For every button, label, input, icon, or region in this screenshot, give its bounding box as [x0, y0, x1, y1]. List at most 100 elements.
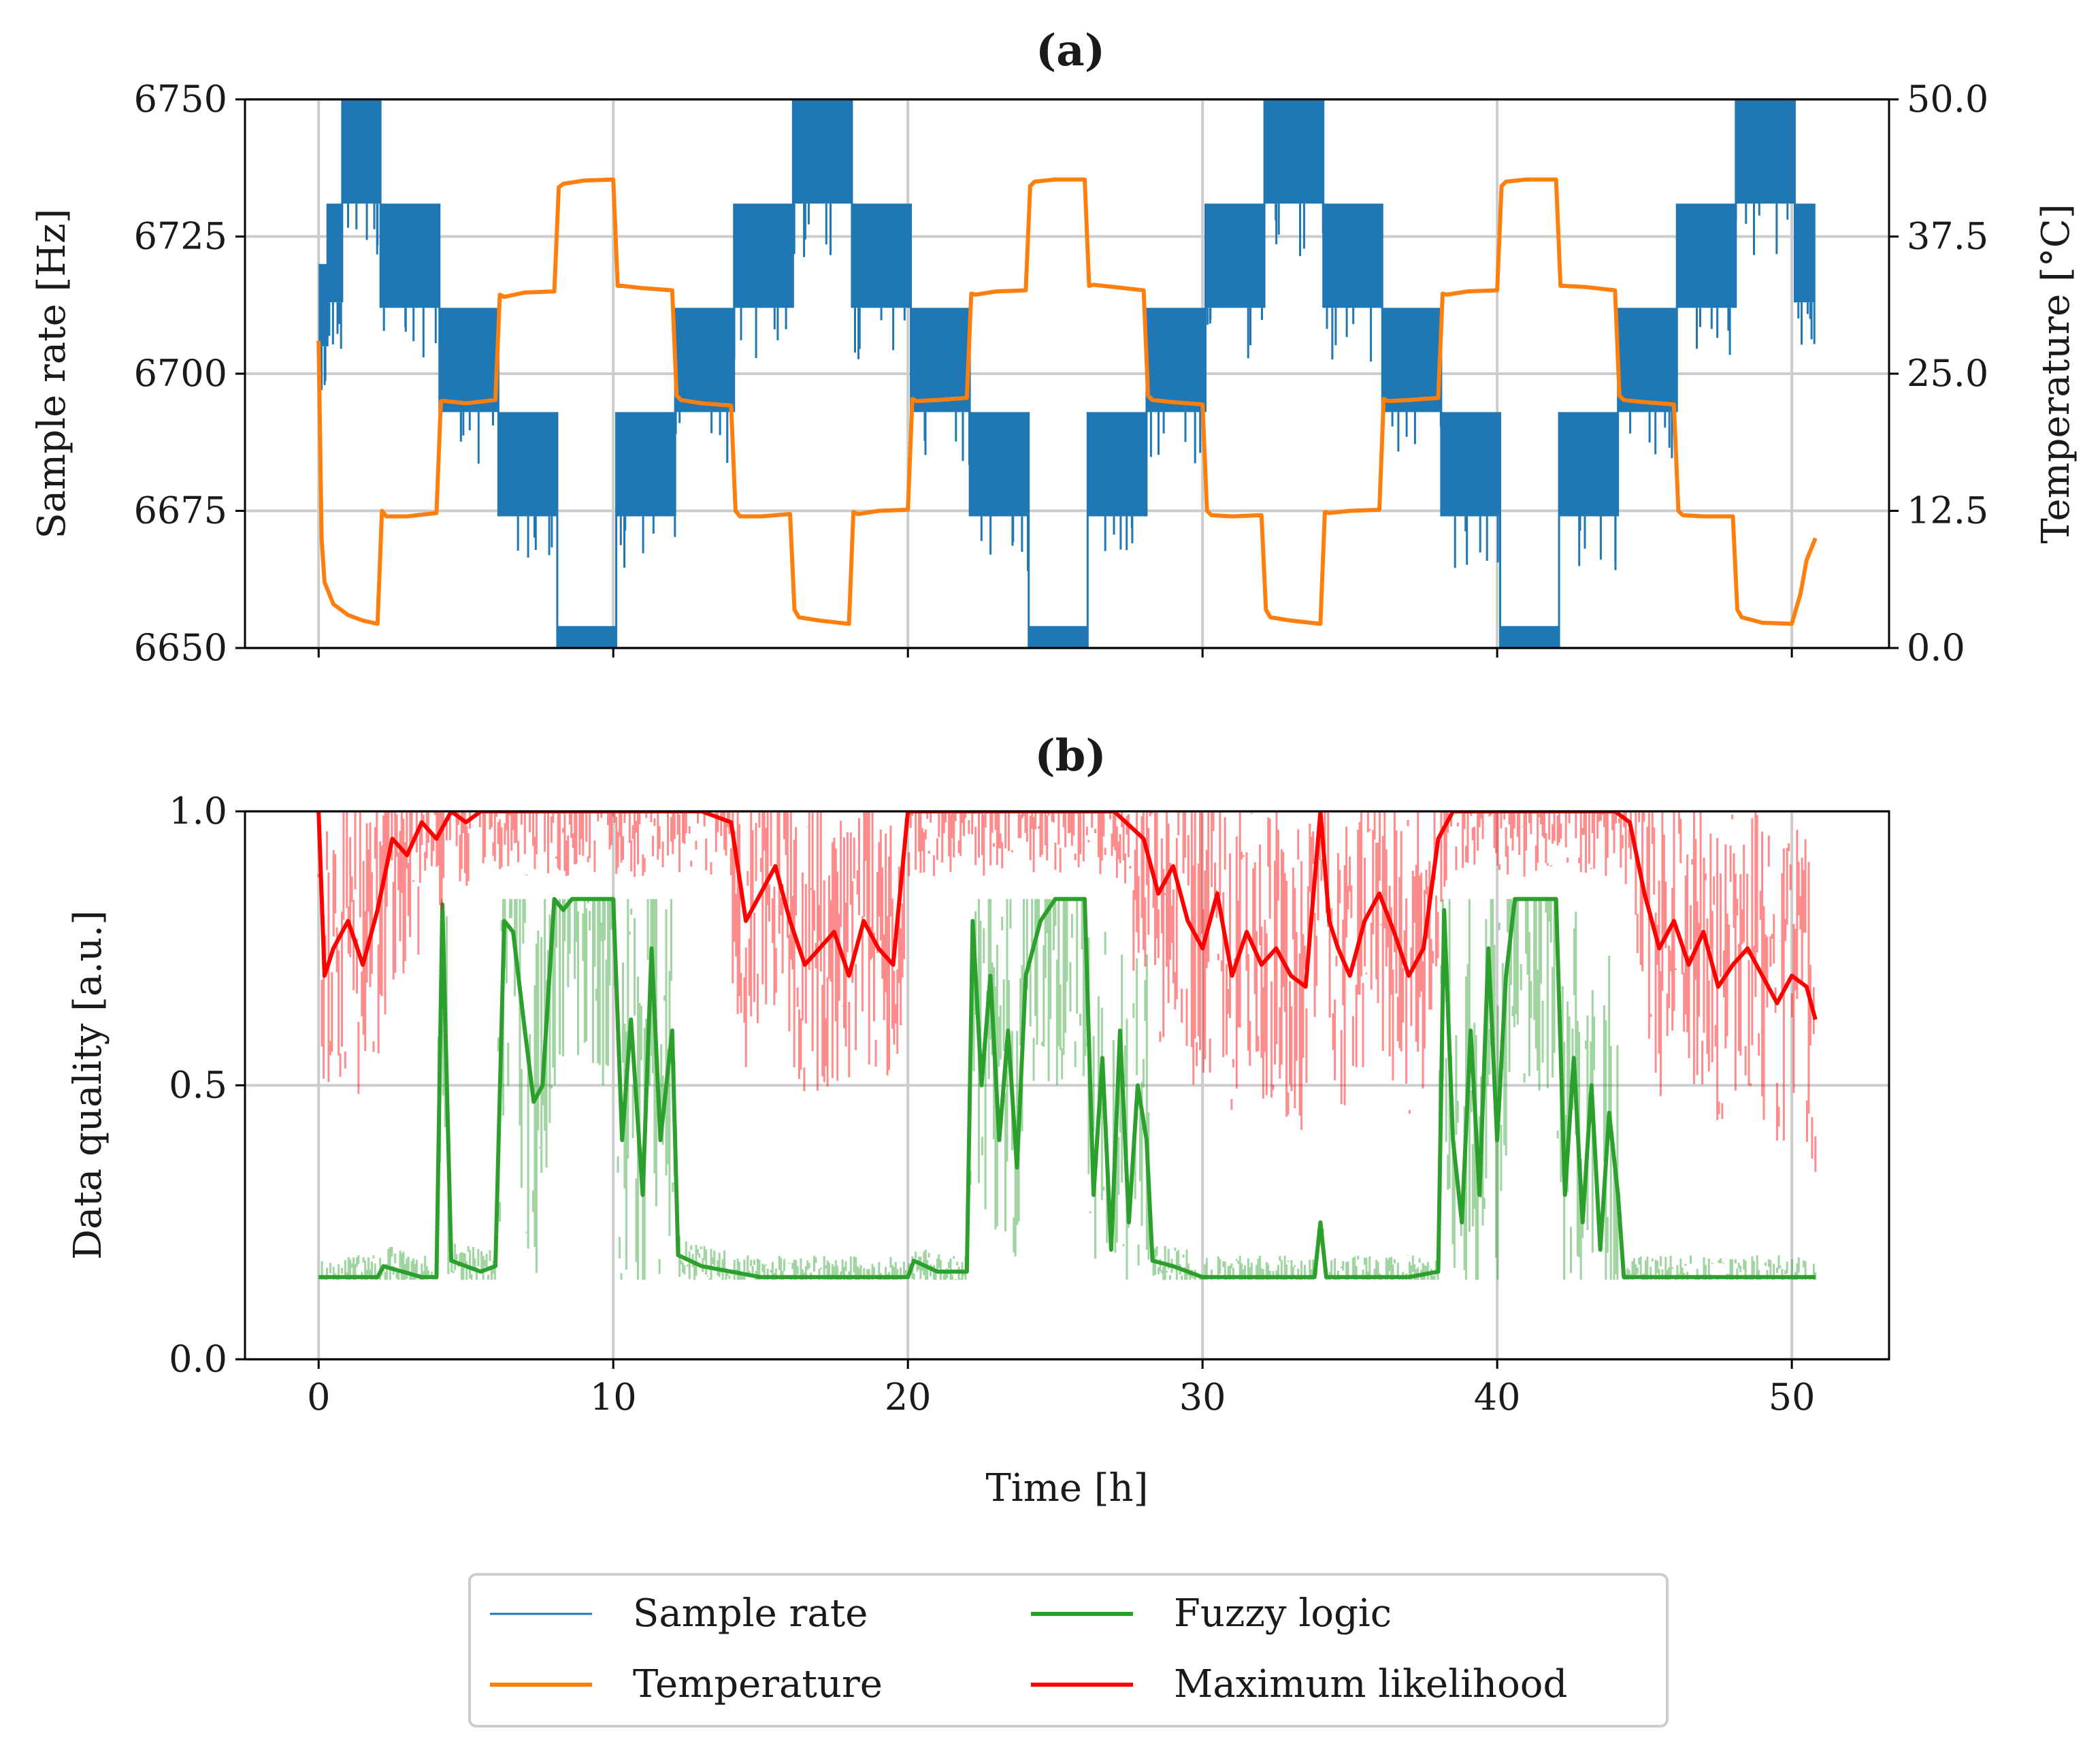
sample-rate-level-block: [1146, 308, 1206, 412]
panel-b-x-tick-label: 50: [1769, 1376, 1816, 1419]
panel-a-y2-tick-label: 37.5: [1907, 215, 1988, 258]
legend: Sample rate Fuzzy logic Temperature Maxi…: [468, 1573, 1669, 1728]
legend-item-fuzzy-logic: Fuzzy logic: [1031, 1591, 1392, 1636]
sample-rate-level-block: [616, 412, 676, 517]
sample-rate-spikes: [382, 308, 437, 357]
sample-rate-level-block: [1735, 99, 1795, 204]
panel-b-plot-area: [316, 811, 1818, 1280]
panel-b-y-axis-label: Data quality [a.u.]: [66, 910, 110, 1260]
panel-b-x-tick-label: 40: [1474, 1376, 1521, 1419]
panel-b-y-ticks: 0.0 0.5 1.0: [169, 790, 245, 1380]
legend-label-sample-rate: Sample rate: [633, 1591, 868, 1636]
temperature-series: [316, 177, 1818, 626]
panel-a-x-ticks: [317, 648, 1793, 658]
panel-a-y-tick-label: 6725: [134, 215, 227, 258]
sample-rate-level-block: [380, 204, 440, 308]
sample-rate-level-block: [970, 412, 1029, 517]
sample-rate-level-block: [1677, 204, 1736, 308]
legend-label-temperature: Temperature: [633, 1662, 883, 1706]
panel-a-y-tick-label: 6675: [134, 489, 227, 532]
panel-a-y-axis-label: Sample rate [Hz]: [30, 208, 74, 538]
sample-rate-spikes: [1149, 412, 1202, 464]
legend-label-fuzzy-logic: Fuzzy logic: [1174, 1591, 1392, 1636]
sample-rate-spikes: [674, 412, 729, 464]
temperature-line: [316, 177, 1818, 626]
panel-b: (b) 0 10 20 30 40 50 0.0 0.5 1.0 Data quality […: [66, 730, 1890, 1510]
sample-rate-spikes: [854, 308, 906, 359]
sample-rate-spikes: [1454, 516, 1499, 568]
sample-rate-level-block: [318, 263, 328, 346]
sample-rate-level-block: [1618, 308, 1677, 412]
panel-a-title: (a): [1036, 25, 1105, 76]
panel-a-y2-tick-label: 50.0: [1907, 78, 1988, 120]
legend-label-maximum-likelihood: Maximum likelihood: [1174, 1662, 1567, 1706]
legend-item-maximum-likelihood: Maximum likelihood: [1031, 1662, 1567, 1706]
panel-a-y2-tick-label: 0.0: [1907, 626, 1965, 669]
sample-rate-spikes: [1326, 308, 1373, 362]
fuzzy-logic-series: [317, 896, 1817, 1280]
panel-b-x-tick-label: 0: [307, 1376, 330, 1419]
sample-rate-spikes: [1629, 412, 1673, 459]
sample-rate-spikes: [619, 516, 676, 568]
panel-a-y2-tick-label: 12.5: [1907, 489, 1988, 532]
sample-rate-level-block: [793, 99, 852, 204]
panel-b-y-tick-label: 0.0: [169, 1338, 227, 1380]
sample-rate-level-block: [439, 308, 499, 412]
panel-a-y2-ticks: 0.0 12.5 25.0 37.5 50.0: [1889, 78, 1988, 669]
sample-rate-level-block: [1559, 412, 1618, 517]
sample-rate-level-block: [1441, 412, 1500, 517]
maximum-likelihood-line: [316, 811, 1818, 1020]
panel-a-y-tick-label: 6750: [134, 78, 227, 120]
sample-rate-level-block: [342, 99, 381, 204]
sample-rate-level-block: [498, 412, 557, 517]
sample-rate-level-block: [1323, 204, 1383, 308]
panel-a-y2-tick-label: 25.0: [1907, 352, 1988, 395]
sample-rate-level-block: [1205, 204, 1265, 308]
panel-a-plot-area: [316, 99, 1818, 648]
sample-rate-level-block: [1264, 99, 1324, 204]
legend-item-sample-rate: Sample rate: [490, 1591, 868, 1636]
panel-b-y-tick-label: 1.0: [169, 790, 227, 832]
sample-rate-spikes: [459, 412, 494, 464]
panel-b-title: (b): [1034, 730, 1106, 781]
panel-a: (a) 6650 6675 6700 6725 6750 0.0 12.5 25.0 37.5…: [30, 25, 2078, 669]
panel-b-x-tick-label: 20: [885, 1376, 932, 1419]
panel-b-x-ticks: 0 10 20 30 40 50: [307, 1359, 1815, 1419]
sample-rate-level-block: [1087, 412, 1147, 517]
sample-rate-spikes: [733, 308, 787, 359]
panel-b-x-tick-label: 10: [590, 1376, 637, 1419]
sample-rate-spikes: [328, 302, 342, 349]
panel-b-x-axis-label: Time [h]: [985, 1466, 1148, 1510]
sample-rate-spikes: [516, 516, 553, 558]
sample-rate-spikes: [1696, 308, 1731, 355]
panel-a-y2-axis-label: Temperature [°C]: [2034, 204, 2078, 543]
legend-frame: [468, 1573, 1669, 1728]
maximum-likelihood-series: [316, 811, 1818, 1172]
sample-rate-level-block: [1028, 626, 1088, 648]
panel-b-y-tick-label: 0.5: [169, 1064, 227, 1107]
sample-rate-level-block: [1794, 204, 1816, 303]
sample-rate-spikes: [1797, 302, 1816, 345]
sample-rate-spikes: [1578, 516, 1617, 570]
sample-rate-level-block: [851, 204, 911, 308]
sample-rate-level-block: [1382, 308, 1441, 412]
sample-rate-level-block: [734, 204, 793, 308]
sample-rate-level-block: [910, 308, 970, 412]
sample-rate-level-block: [1500, 626, 1560, 648]
legend-item-temperature: Temperature: [490, 1662, 883, 1706]
sample-rate-spikes: [793, 204, 832, 257]
sample-rate-spikes: [1735, 204, 1789, 255]
sample-rate-spikes: [347, 204, 379, 255]
sample-rate-series: [317, 99, 1816, 648]
panel-b-x-tick-label: 30: [1179, 1376, 1226, 1419]
sample-rate-spikes: [1104, 516, 1134, 551]
panel-a-y-tick-label: 6700: [134, 352, 227, 395]
fuzzy-logic-line: [318, 896, 1816, 1280]
panel-a-y-tick-label: 6650: [134, 626, 227, 669]
sample-rate-spikes: [1275, 204, 1324, 257]
sample-rate-spikes: [980, 516, 1029, 571]
panel-a-y-ticks: 6650 6675 6700 6725 6750: [134, 78, 245, 669]
sample-rate-level-block: [327, 204, 342, 303]
sample-rate-spikes: [1207, 308, 1263, 359]
